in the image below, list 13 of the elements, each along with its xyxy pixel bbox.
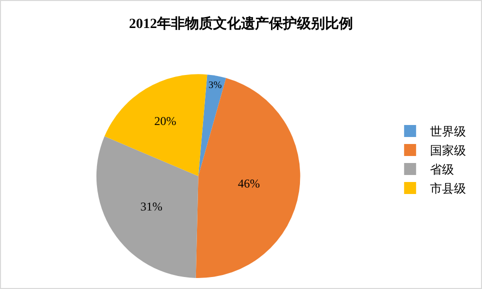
legend-label: 世界级	[430, 124, 466, 139]
legend-label: 市县级	[430, 182, 466, 196]
pie-slice	[196, 78, 300, 278]
data-label: 31%	[140, 199, 162, 214]
pie-slice	[198, 74, 226, 176]
data-label: 3%	[208, 80, 222, 91]
pie-slice	[104, 74, 208, 176]
legend-label: 国家级	[430, 144, 466, 158]
data-label: 46%	[238, 176, 260, 191]
chart-title: 2012年非物质文化遗产保护级别比例	[129, 15, 353, 32]
legend-label: 省级	[430, 162, 454, 177]
data-label: 20%	[154, 114, 176, 128]
pie-slice	[96, 136, 198, 278]
